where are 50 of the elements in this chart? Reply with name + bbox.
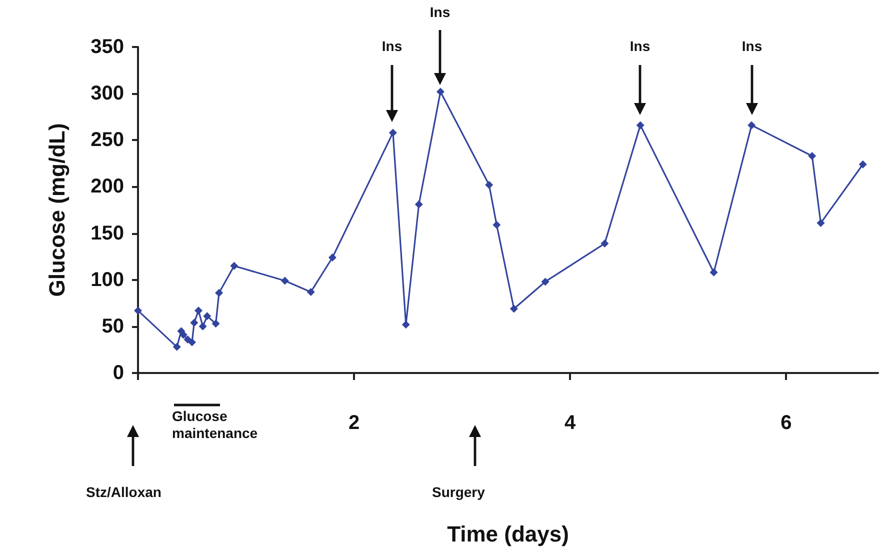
point [172,342,181,351]
y-tick-label: 350 [90,36,124,58]
annotation: Ins [742,38,762,54]
point [808,152,816,160]
y-tick-label: 150 [90,222,124,244]
point [816,219,825,228]
point [188,338,196,346]
y-tick-label: 200 [90,176,124,198]
y-tick-label: 0 [112,362,124,384]
point [306,288,315,296]
point [402,320,410,329]
y-tick-label: 250 [90,129,124,152]
x-tick-label: 2 [348,412,360,434]
y-tick-label: 300 [90,82,124,105]
annotation: Ins [630,38,650,54]
point [436,88,444,96]
point [215,288,224,297]
point [328,254,336,262]
text: Stz/Alloxan [86,484,162,500]
x-axis-title: Time (days) [447,522,569,546]
point [710,268,718,276]
point [184,335,192,344]
point [492,220,501,229]
point [198,322,207,330]
point [748,121,756,130]
point [485,180,494,189]
text: Ins [430,4,450,20]
point [212,320,220,328]
point [541,278,550,286]
y-tick-label: 50 [102,315,124,338]
point [510,304,518,313]
text: Glucose maintenance [172,408,259,442]
point [636,121,644,130]
point [388,128,397,137]
text: Surgery [432,484,485,500]
point [280,276,289,285]
y-axis-title: Glucose (mg/dL) [44,123,70,297]
point [230,262,238,270]
point [179,330,188,339]
point [194,306,202,315]
y-tick-label: 100 [90,268,124,291]
point [190,318,198,327]
point [134,306,142,315]
x-tick-label: 6 [780,412,792,434]
annotation: Ins [382,38,402,54]
point [858,160,867,168]
point [600,240,609,248]
point [203,312,212,320]
x-tick-label: 4 [564,412,577,434]
point [414,200,423,208]
